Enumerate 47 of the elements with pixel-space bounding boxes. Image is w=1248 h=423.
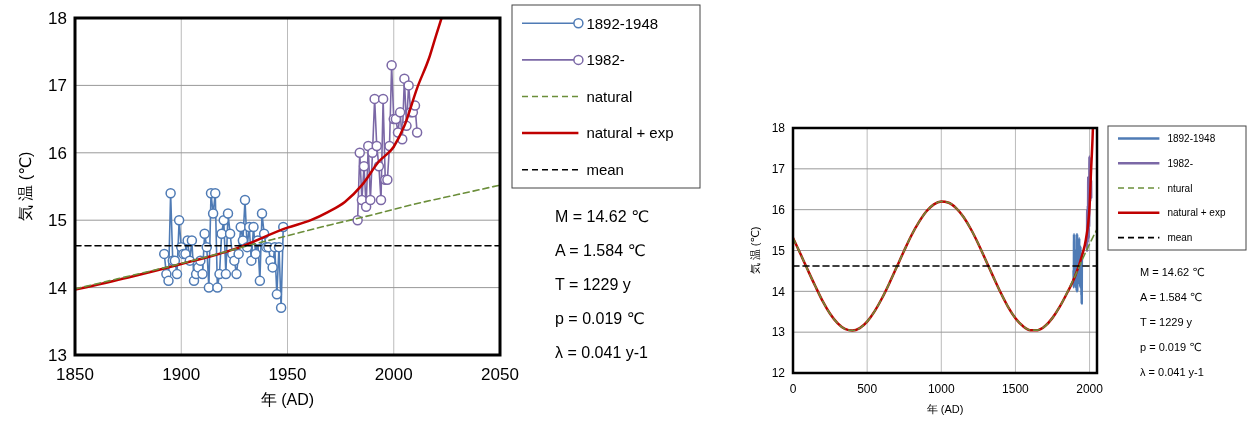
y-axis-title: 気 温 (℃)	[17, 151, 34, 222]
text: M = 14.62 ℃	[1140, 266, 1205, 278]
x-tick-label: 2000	[374, 365, 413, 384]
y-tick-label: 15	[771, 243, 786, 258]
text: λ = 0.041 y-1	[555, 344, 649, 361]
y-tick-label: 16	[771, 202, 786, 217]
y-tick-label: 16	[48, 143, 67, 163]
legend-label: natural + exp	[1167, 207, 1226, 219]
y-tick-label: 15	[48, 211, 67, 231]
y-tick-label: 14	[48, 278, 67, 298]
x-tick-label: 1500	[1002, 382, 1030, 396]
y-axis-title: 気 温 (℃)	[749, 226, 761, 275]
text: A = 1.584 ℃	[555, 242, 646, 259]
y-tick-label: 17	[771, 162, 786, 177]
y-tick-label: 13	[48, 345, 67, 365]
text: T = 1229 y	[555, 276, 631, 293]
y-tick-label: 14	[771, 284, 786, 299]
x-tick-label: 2000	[1076, 382, 1104, 396]
legend-label: ntural	[1167, 182, 1193, 194]
x-tick-label: 1850	[56, 365, 94, 384]
x-axis-title: 年 (AD)	[926, 403, 964, 415]
text: λ = 0.041 y-1	[1140, 366, 1204, 378]
x-axis-title: 年 (AD)	[260, 391, 315, 408]
x-tick-label: 0	[789, 382, 797, 396]
legend-label: natural + exp	[586, 124, 674, 142]
y-tick-label: 18	[48, 8, 67, 28]
legend-label: 1892-1948	[1167, 132, 1216, 144]
x-tick-label: 2050	[481, 365, 519, 384]
text: T = 1229 y	[1140, 316, 1193, 328]
text: M = 14.62 ℃	[555, 208, 650, 225]
legend-label: 1982-	[586, 51, 625, 69]
legend-label: natural	[586, 87, 633, 105]
x-tick-label: 1950	[268, 365, 307, 384]
x-tick-label: 1900	[162, 365, 201, 384]
legend-label: 1982-	[1167, 157, 1193, 169]
x-tick-label: 1000	[927, 382, 955, 396]
legend-label: mean	[1167, 232, 1193, 244]
text: A = 1.584 ℃	[1140, 291, 1203, 303]
text: p = 0.019 ℃	[1140, 341, 1202, 353]
y-tick-label: 18	[771, 121, 786, 136]
legend-label: mean	[586, 160, 624, 178]
y-tick-label: 17	[48, 76, 67, 96]
text: p = 0.019 ℃	[555, 310, 645, 327]
x-tick-label: 500	[857, 382, 878, 396]
y-tick-label: 12	[771, 366, 786, 381]
y-tick-label: 13	[771, 325, 786, 340]
legend-label: 1892-1948	[586, 14, 659, 32]
